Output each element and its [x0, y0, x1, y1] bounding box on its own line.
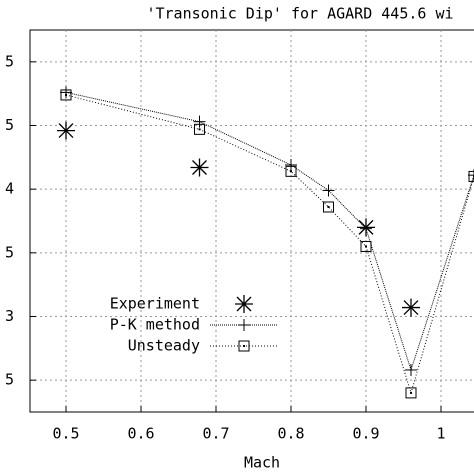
marker [468, 170, 474, 182]
legend-label: Experiment [110, 295, 200, 313]
legend-label: P-K method [110, 316, 200, 334]
marker-dot [290, 170, 292, 173]
y-tick-label: 5 [5, 371, 14, 389]
marker [405, 363, 417, 376]
marker [238, 319, 250, 331]
marker-stroke [192, 160, 207, 175]
marker-dot [410, 391, 412, 394]
marker [323, 201, 334, 213]
marker-box [405, 387, 417, 399]
y-tick-label: 3 [5, 307, 14, 325]
marker [468, 169, 474, 182]
marker [235, 295, 253, 313]
marker [57, 121, 75, 140]
marker-box [285, 165, 297, 177]
marker [402, 298, 420, 317]
marker [238, 340, 250, 352]
marker-dot [365, 245, 367, 248]
marker [405, 387, 417, 399]
marker [360, 222, 372, 235]
marker-box [194, 123, 205, 135]
marker-dot [243, 345, 245, 347]
y-tick-label: 4 [5, 180, 14, 198]
marker [193, 115, 206, 128]
y-tick-label: 5 [5, 52, 14, 70]
marker-box [238, 340, 250, 352]
y-tick-label: 5 [5, 116, 14, 134]
marker [322, 184, 335, 197]
x-tick-label: 0.6 [127, 425, 154, 443]
marker-box [468, 170, 474, 182]
x-tick-label: 0.8 [277, 425, 304, 443]
marker-box [60, 89, 72, 101]
x-tick-label: 0.9 [352, 425, 379, 443]
marker-stroke [58, 123, 74, 139]
x-tick-label: 1 [436, 425, 445, 443]
marker-stroke [236, 296, 252, 312]
marker [285, 165, 297, 177]
chart-title: 'Transonic Dip' for AGARD 445.6 wi [146, 5, 453, 23]
y-tick-label: 5 [5, 243, 14, 261]
marker-dot [65, 93, 67, 96]
marker [360, 240, 372, 252]
marker [60, 86, 72, 99]
x-axis-label: Mach [244, 454, 280, 472]
marker [194, 123, 205, 135]
marker [190, 158, 209, 177]
plot-frame [29, 29, 474, 413]
x-tick-label: 0.7 [202, 425, 229, 443]
marker [60, 89, 72, 101]
marker-box [360, 240, 372, 252]
marker-stroke [403, 300, 419, 316]
legend-label: Unsteady [128, 337, 200, 355]
plot-area [57, 86, 474, 399]
marker [285, 158, 297, 171]
marker-box [323, 201, 334, 213]
x-tick-label: 0.5 [52, 425, 79, 443]
marker-dot [327, 205, 330, 208]
marker-dot [198, 128, 201, 131]
